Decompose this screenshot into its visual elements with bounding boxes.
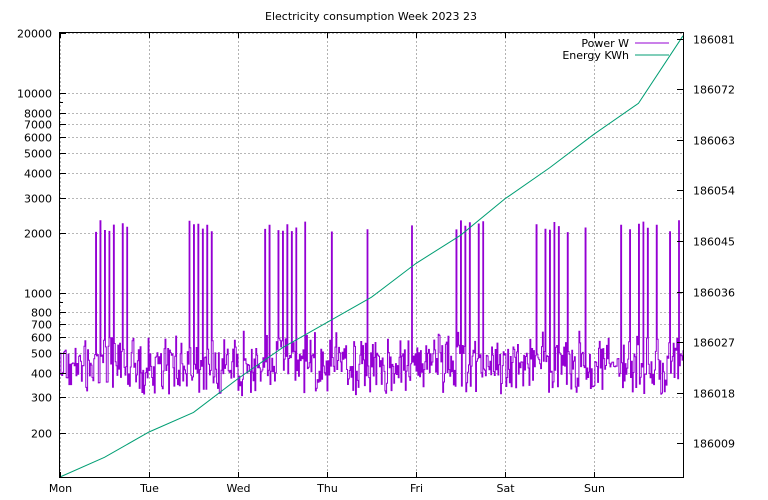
chart-title: Electricity consumption Week 2023 23 [265,10,477,23]
y-left-tick-label: 8000 [24,108,52,121]
y-right-tick-label: 186072 [693,84,735,97]
x-tick-label: Fri [410,482,423,495]
x-tick-label: Thu [316,482,338,495]
y-right-tick-label: 186036 [693,287,735,300]
y-left-tick-label: 500 [31,348,52,361]
y-left-tick-label: 700 [31,319,52,332]
grid-lines [60,33,683,477]
x-tick-label: Sun [584,482,605,495]
series-layer [59,35,684,478]
y-left-tick-label: 6000 [24,132,52,145]
y-right-tick-label: 186027 [693,337,735,350]
y-right-tick-label: 186063 [693,135,735,148]
y-right-tick-label: 186045 [693,236,735,249]
y-left-tick-label: 10000 [17,88,52,101]
y-right-tick-label: 186081 [693,34,735,47]
y-left-tick-label: 1000 [24,288,52,301]
y-left-tick-label: 20000 [17,28,52,41]
y-right-tick-label: 186009 [693,438,735,451]
y-left-tick-label: 300 [31,392,52,405]
x-tick-label: Wed [227,482,251,495]
y-left-tick-label: 800 [31,307,52,320]
y-left-tick-label: 400 [31,368,52,381]
y-right-tick-label: 186054 [693,185,735,198]
legend-label-power: Power W [581,37,629,50]
y-left-tick-label: 200 [31,428,52,441]
legend: Power W Energy KWh [562,37,669,62]
y-left-tick-label: 2000 [24,228,52,241]
x-tick-label: Mon [49,482,72,495]
y-left-tick-label: 3000 [24,193,52,206]
y-left-tick-label: 5000 [24,148,52,161]
legend-label-energy: Energy KWh [562,49,629,62]
series-line-power [60,220,684,397]
y-left-tick-label: 600 [31,332,52,345]
y-right-tick-label: 186018 [693,388,735,401]
x-tick-label: Sat [496,482,515,495]
y-left-tick-label: 4000 [24,168,52,181]
series-line-energy [59,35,684,478]
x-tick-label: Tue [139,482,159,495]
plot-frame [59,32,684,478]
axis-layer: Mon Tue Wed Thu Fri Sat Sun2003004005006007008… [17,28,735,496]
y-left-tick-label: 7000 [24,119,52,132]
